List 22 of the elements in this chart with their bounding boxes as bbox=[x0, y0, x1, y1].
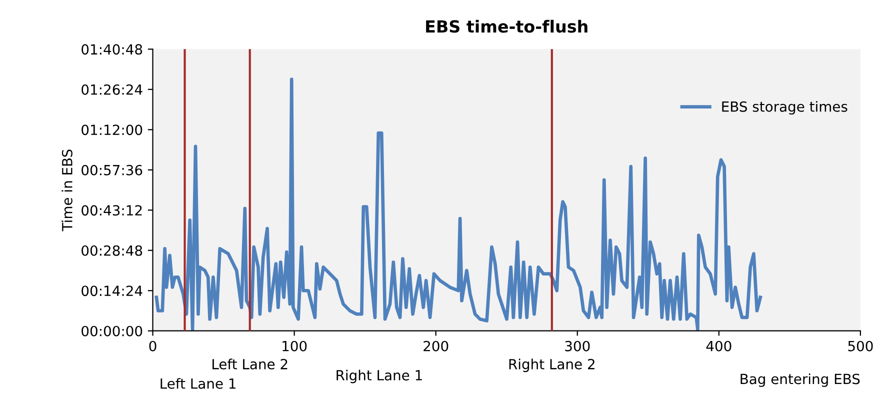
x-tick-label: 400 bbox=[706, 340, 732, 352]
y-tick-label: 00:28:48 bbox=[82, 245, 142, 256]
ref-line-label: Left Lane 2 bbox=[212, 358, 288, 370]
y-tick-label: 00:14:24 bbox=[82, 286, 142, 296]
ref-line-label: Right Lane 2 bbox=[509, 358, 594, 372]
x-tick-label: 300 bbox=[565, 340, 590, 352]
x-tick-label: 100 bbox=[282, 340, 307, 352]
text: Left Lane 1 bbox=[160, 378, 236, 389]
y-tick-label: 00:57:36 bbox=[82, 164, 142, 176]
y-tick-label: 01:12:00 bbox=[82, 124, 142, 136]
y-axis-title: Time in EBS bbox=[62, 150, 72, 232]
x-tick-label: 200 bbox=[424, 340, 448, 352]
y-tick-label: 01:40:48 bbox=[82, 44, 142, 55]
y-tick-label: 00:00:00 bbox=[82, 326, 142, 336]
x-tick-label: 500 bbox=[848, 340, 873, 352]
x-tick-label: 0 bbox=[149, 340, 156, 352]
y-tick-label: 00:43:12 bbox=[82, 205, 142, 216]
chart-title: EBS time-to-flush bbox=[426, 20, 588, 33]
text: Right Lane 1 bbox=[336, 370, 422, 384]
legend-label: EBS storage times bbox=[722, 101, 848, 115]
y-tick-label: 01:26:24 bbox=[82, 84, 142, 95]
x-axis-title: Bag entering EBS bbox=[740, 373, 860, 387]
